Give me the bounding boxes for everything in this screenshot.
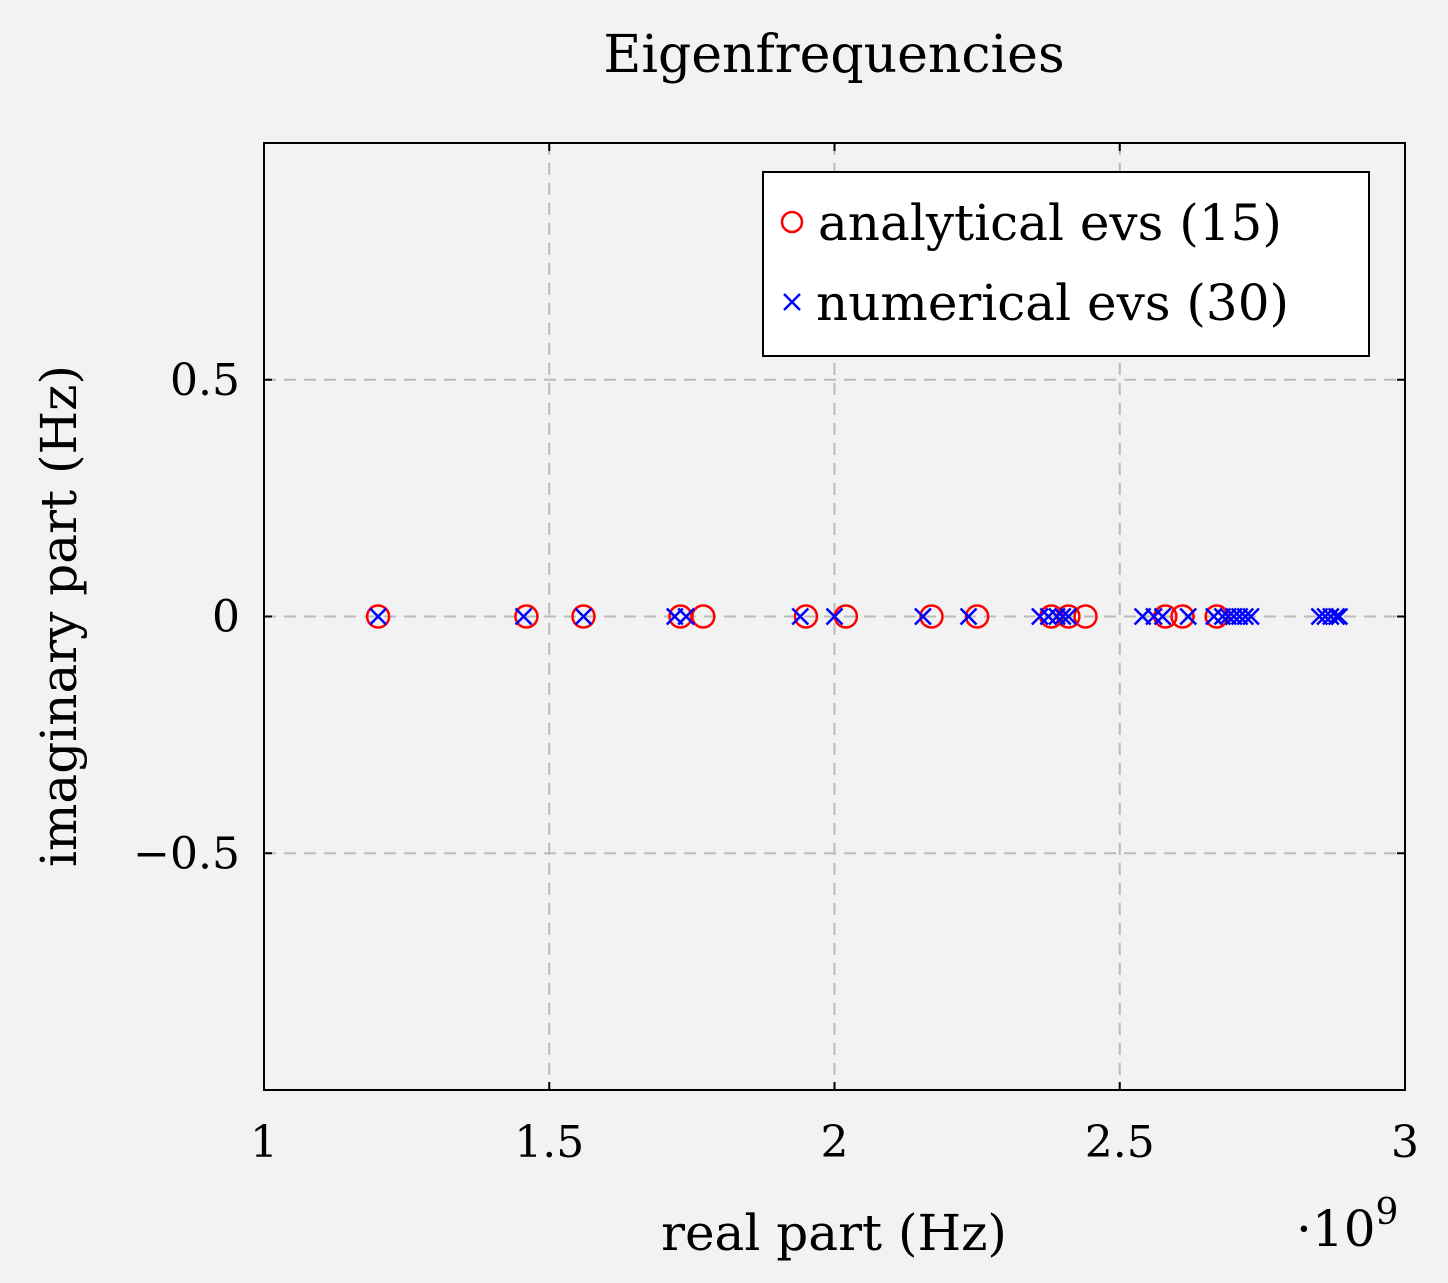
numerical-point <box>1053 607 1072 626</box>
numerical-point <box>677 607 696 626</box>
x-axis-multiplier: ·109 <box>1296 1192 1398 1258</box>
numerical-point <box>514 607 533 626</box>
x-tick-label: 2.5 <box>1085 1117 1155 1168</box>
numerical-point <box>1179 607 1198 626</box>
numerical-point <box>1236 607 1255 626</box>
analytical-point <box>691 604 716 629</box>
numerical-point <box>574 607 593 626</box>
numerical-point <box>1030 607 1049 626</box>
legend-marker-numerical <box>783 293 801 311</box>
y-tick-label: −0.5 <box>133 828 240 879</box>
numerical-point <box>369 607 387 626</box>
numerical-point <box>1145 607 1163 626</box>
legend: analytical evs (15) numerical evs (30) <box>762 171 1370 357</box>
analytical-point <box>514 604 539 629</box>
analytical-point <box>793 604 819 629</box>
numerical-point <box>1039 607 1058 626</box>
x-axis-multiplier-exp: 9 <box>1376 1192 1399 1233</box>
data-marks <box>365 604 1349 629</box>
numerical-point <box>791 607 810 626</box>
y-tick-label: 0.5 <box>170 355 240 406</box>
numerical-point <box>1330 607 1349 626</box>
x-axis-label: real part (Hz) <box>661 1204 1007 1262</box>
legend-label-analytical: analytical evs (15) <box>818 194 1282 252</box>
analytical-point <box>571 604 596 629</box>
y-ticks: −0.5 0 0.5 <box>133 355 1405 879</box>
legend-marker-analytical <box>780 210 804 234</box>
x-tick-label: 1 <box>250 1117 278 1168</box>
numerical-point <box>1204 607 1223 626</box>
plot-frame <box>263 142 1406 1091</box>
legend-box <box>762 171 1370 357</box>
numerical-point <box>914 607 932 626</box>
numerical-point <box>959 607 978 626</box>
analytical-point <box>1073 604 1098 629</box>
y-axis-label: imaginary part (Hz) <box>30 365 88 867</box>
numerical-point <box>1059 607 1078 626</box>
y-tick-label: 0 <box>212 592 240 643</box>
x-tick-label: 3 <box>1391 1117 1419 1168</box>
chart-title: Eigenfrequencies <box>603 25 1064 85</box>
numerical-point <box>1242 607 1260 626</box>
numerical-point <box>1153 607 1172 626</box>
x-ticks: 1 1.5 2 2.5 3 <box>250 143 1419 1168</box>
analytical-point <box>964 604 990 629</box>
x-axis-multiplier-base: ·10 <box>1296 1200 1376 1258</box>
x-tick-label: 2 <box>821 1117 849 1168</box>
analytical-point <box>919 604 944 629</box>
analytical-point <box>365 604 391 629</box>
numerical-point <box>1327 607 1346 626</box>
legend-label-numerical: numerical evs (30) <box>816 274 1289 332</box>
numerical-point <box>825 607 844 626</box>
numerical-point <box>1321 607 1340 626</box>
analytical-point <box>1170 604 1195 629</box>
x-tick-label: 1.5 <box>514 1117 584 1168</box>
